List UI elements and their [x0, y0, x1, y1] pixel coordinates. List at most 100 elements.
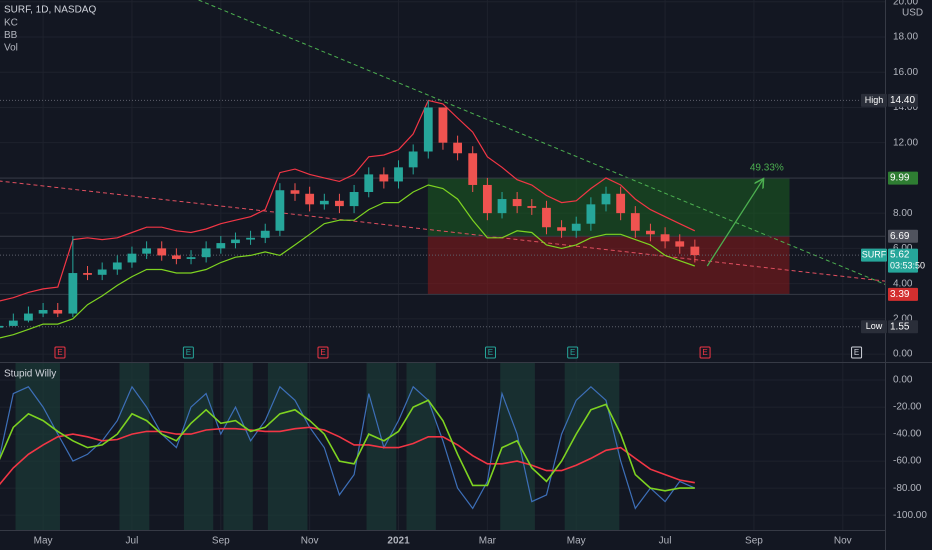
price-tag-label: High — [865, 95, 884, 105]
y-tick-label: -80.00 — [893, 483, 922, 494]
y-tick-label: 8.00 — [893, 208, 913, 219]
y-tick-label: 0.00 — [893, 349, 913, 360]
signal-zone — [564, 363, 620, 530]
earnings-label: E — [854, 348, 859, 357]
candle-body — [394, 167, 403, 182]
candle-body — [0, 325, 4, 328]
candle-body — [660, 234, 670, 242]
price-tag — [861, 320, 887, 334]
x-tick-label: Mar — [479, 536, 497, 547]
loss-zone — [427, 236, 790, 295]
candle-body — [275, 190, 285, 231]
candle-body — [364, 174, 374, 193]
earnings-marker — [484, 346, 496, 359]
candle-body — [97, 269, 107, 275]
candle-body — [290, 190, 300, 194]
candle-body — [349, 192, 359, 207]
candle-body — [231, 239, 240, 244]
currency-label: USD — [902, 8, 923, 19]
chart-title: SURF, 1D, NASDAQ — [4, 5, 96, 16]
candle-body — [690, 246, 700, 256]
candle-body — [201, 248, 211, 258]
candle-body — [171, 255, 181, 259]
earnings-label: E — [186, 348, 191, 357]
candle-body — [527, 206, 537, 208]
y-tick-label: 14.00 — [893, 102, 918, 113]
price-tag — [861, 93, 887, 107]
candle-body — [216, 243, 226, 249]
candle-body — [586, 204, 596, 224]
y-tick-label: -100.00 — [893, 510, 927, 521]
price-badge — [888, 287, 918, 301]
candle-body — [630, 213, 640, 231]
earnings-label: E — [488, 348, 493, 357]
candle-body — [438, 107, 448, 143]
price-badge — [888, 229, 918, 243]
y-tick-label: 6.00 — [893, 243, 913, 254]
x-tick-label: Sep — [212, 536, 230, 547]
earnings-label: E — [320, 348, 325, 357]
candle-body — [571, 223, 581, 231]
candle-body — [601, 193, 611, 205]
earnings-marker — [317, 346, 329, 359]
price-tag — [861, 248, 887, 262]
earnings-marker — [182, 346, 194, 359]
oscillator-line — [0, 426, 695, 486]
candle-body — [497, 199, 507, 214]
candle-body — [8, 320, 18, 326]
x-tick-label: 2021 — [387, 536, 410, 547]
candle-body — [675, 241, 685, 247]
x-tick-label: Jul — [126, 536, 139, 547]
x-tick-label: Nov — [301, 536, 319, 547]
x-tick-label: Nov — [834, 536, 852, 547]
indicator-label: Vol — [4, 43, 18, 54]
candle-body — [24, 313, 33, 321]
earnings-label: E — [570, 348, 575, 357]
x-tick-label: May — [34, 536, 53, 547]
signal-zone — [183, 363, 214, 530]
oscillator-line — [0, 399, 695, 492]
candle-body — [423, 107, 433, 152]
price-badge-label: 5.62 — [890, 250, 910, 261]
earnings-marker — [699, 346, 711, 359]
earnings-label: E — [57, 348, 62, 357]
candle-body — [260, 230, 270, 238]
x-tick-label: Jul — [659, 536, 672, 547]
signal-zone — [406, 363, 436, 530]
candle-body — [557, 227, 566, 231]
oscillator-line — [0, 385, 696, 510]
oscillator-title: Stupid Willy — [4, 369, 56, 380]
band-line — [0, 99, 696, 302]
y-tick-label: 4.00 — [893, 278, 913, 289]
band-line — [0, 184, 695, 339]
signal-zone — [119, 363, 150, 530]
candle-body — [157, 248, 167, 256]
candle-body — [38, 310, 48, 314]
candle-body — [142, 248, 152, 254]
price-badge — [888, 171, 918, 185]
y-tick-label: 16.00 — [893, 67, 918, 78]
candle-body — [482, 184, 492, 214]
price-tag-label: SURF — [862, 249, 887, 259]
y-tick-label: 2.00 — [893, 313, 913, 324]
y-tick-label: -20.00 — [893, 402, 922, 413]
earnings-marker — [54, 346, 66, 359]
candle-body — [127, 253, 137, 263]
candle-body — [83, 273, 92, 275]
candle-body — [512, 199, 522, 207]
price-badge-label: 9.99 — [890, 173, 910, 184]
candle-body — [542, 207, 551, 228]
trend-line — [198, 0, 885, 285]
price-badge — [888, 248, 918, 273]
price-badge — [888, 93, 918, 107]
signal-zone — [15, 363, 60, 530]
earnings-label: E — [702, 348, 707, 357]
candle-body — [68, 273, 78, 314]
indicator-label: BB — [4, 30, 18, 41]
signal-zone — [223, 363, 253, 530]
indicator-label: KC — [4, 18, 18, 29]
candle-body — [186, 257, 196, 259]
y-tick-label: -40.00 — [893, 429, 922, 440]
